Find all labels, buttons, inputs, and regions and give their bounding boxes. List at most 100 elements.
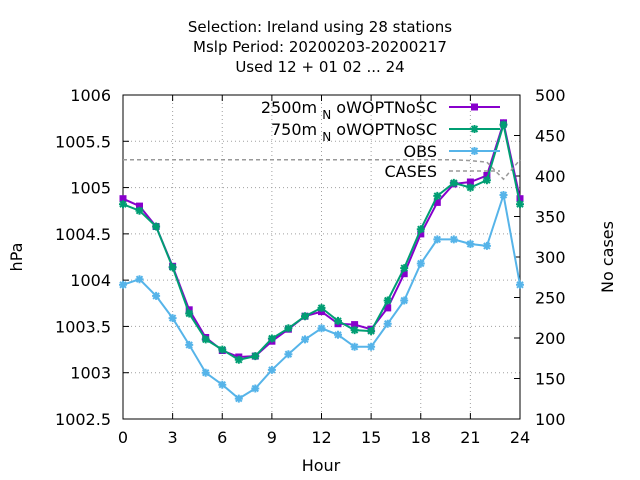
data-point-750m-n-owoptnosc [218, 345, 227, 354]
data-point-750m-n-owoptnosc [466, 183, 475, 192]
data-point-obs [499, 191, 508, 199]
data-point-obs [218, 380, 227, 389]
data-point-obs [234, 394, 243, 403]
data-point-750m-n-owoptnosc [168, 263, 177, 272]
data-point-obs [482, 241, 491, 250]
data-point-2500m-n-owoptnosc [417, 230, 425, 238]
legend-marker-750m-n-owoptnosc [470, 125, 479, 133]
data-point-obs [119, 280, 127, 289]
y2-tick-label: 250 [535, 289, 566, 308]
x-axis-label: Hour [302, 456, 341, 475]
x-tick-label: 24 [510, 428, 530, 447]
data-point-obs [135, 275, 144, 284]
y-tick-label: 1003.5 [55, 317, 111, 336]
data-point-750m-n-owoptnosc [383, 296, 392, 305]
data-point-750m-n-owoptnosc [135, 206, 144, 215]
data-point-750m-n-owoptnosc [185, 309, 194, 318]
y2-tick-label: 200 [535, 329, 566, 348]
series-line-cases [123, 159, 521, 181]
data-point-750m-n-owoptnosc [119, 200, 127, 209]
data-point-obs [152, 291, 161, 300]
legend-marker-obs [470, 147, 479, 155]
y2-tick-label: 100 [535, 410, 566, 429]
data-point-obs [284, 350, 293, 359]
data-point-obs [251, 384, 260, 393]
data-point-750m-n-owoptnosc [449, 178, 458, 187]
data-point-obs [433, 235, 442, 244]
x-tick-label: 12 [311, 428, 331, 447]
x-tick-label: 6 [217, 428, 227, 447]
y-axis-label: hPa [7, 243, 26, 272]
data-point-obs [449, 235, 458, 244]
data-point-obs [168, 314, 177, 323]
data-point-obs [516, 280, 524, 289]
y2-tick-label: 350 [535, 208, 566, 227]
data-point-750m-n-owoptnosc [499, 120, 508, 129]
data-point-obs [301, 335, 309, 344]
data-point-obs [334, 330, 342, 339]
data-point-2500m-n-owoptnosc [136, 202, 143, 210]
data-point-obs [400, 296, 409, 305]
chart-title-line-2: Mslp Period: 20200203-20200217 [193, 38, 447, 56]
data-point-obs [383, 319, 392, 328]
data-point-750m-n-owoptnosc [201, 335, 210, 344]
y2-tick-label: 500 [535, 86, 566, 105]
legend-label-cases: CASES [384, 162, 437, 181]
data-point-obs [350, 342, 359, 351]
data-point-obs [267, 365, 276, 374]
y-tick-label: 1006 [70, 86, 111, 105]
data-point-obs [416, 259, 425, 268]
chart-title-line-3: Used 12 + 01 02 ... 24 [235, 58, 404, 76]
y-tick-label: 1005.5 [55, 132, 111, 151]
legend-label-obs: OBS [404, 142, 437, 161]
data-point-750m-n-owoptnosc [350, 326, 359, 335]
data-point-obs [317, 324, 326, 333]
data-point-750m-n-owoptnosc [482, 176, 491, 185]
data-point-2500m-n-owoptnosc [351, 321, 359, 329]
legend-label-2500m-n-owoptnosc: 2500m N oWOPTNoSC [261, 98, 437, 122]
data-point-2500m-n-owoptnosc [516, 195, 524, 203]
x-tick-label: 9 [267, 428, 277, 447]
x-tick-label: 15 [361, 428, 381, 447]
data-point-750m-n-owoptnosc [433, 191, 442, 200]
data-point-750m-n-owoptnosc [234, 355, 243, 364]
data-point-750m-n-owoptnosc [400, 264, 409, 273]
x-tick-label: 3 [168, 428, 178, 447]
data-point-750m-n-owoptnosc [284, 324, 293, 333]
data-point-2500m-n-owoptnosc [400, 270, 408, 278]
y2-tick-label: 300 [535, 248, 566, 267]
data-point-750m-n-owoptnosc [267, 334, 276, 343]
y-tick-label: 1003 [70, 364, 111, 383]
data-point-750m-n-owoptnosc [152, 222, 161, 231]
data-point-750m-n-owoptnosc [516, 200, 524, 209]
axis-ticks: 0 3 6 9 12 15 18 21 24 1002.5 1003 1003.5 1004 1004.5… [55, 86, 566, 447]
data-point-750m-n-owoptnosc [334, 316, 342, 325]
data-point-750m-n-owoptnosc [367, 327, 376, 336]
data-point-2500m-n-owoptnosc [466, 178, 474, 186]
x-tick-label: 0 [118, 428, 128, 447]
legend-label-750m-n-owoptnosc: 750m N oWOPTNoSC [271, 120, 437, 144]
data-point-750m-n-owoptnosc [301, 312, 309, 321]
y-tick-label: 1005 [70, 179, 111, 198]
y-tick-label: 1004.5 [55, 225, 111, 244]
data-point-2500m-n-owoptnosc [483, 172, 491, 179]
y2-tick-label: 400 [535, 167, 566, 186]
data-point-obs [466, 240, 475, 248]
data-point-750m-n-owoptnosc [251, 352, 260, 361]
y-tick-label: 1004 [70, 271, 111, 290]
data-point-obs [185, 340, 194, 349]
data-point-750m-n-owoptnosc [317, 303, 326, 312]
data-point-2500m-n-owoptnosc [433, 198, 441, 206]
data-point-2500m-n-owoptnosc [384, 304, 392, 312]
y2-tick-label: 150 [535, 370, 566, 389]
chart-title-line-1: Selection: Ireland using 28 stations [188, 18, 452, 36]
series-layer [119, 118, 524, 403]
y2-tick-label: 450 [535, 127, 566, 146]
legend-marker-2500m-n-owoptnosc [471, 103, 478, 111]
y-tick-label: 1002.5 [55, 410, 111, 429]
data-point-obs [201, 368, 210, 377]
data-point-2500m-n-owoptnosc [119, 195, 127, 203]
data-point-obs [367, 342, 376, 351]
y2-axis-label: No cases [598, 221, 617, 293]
